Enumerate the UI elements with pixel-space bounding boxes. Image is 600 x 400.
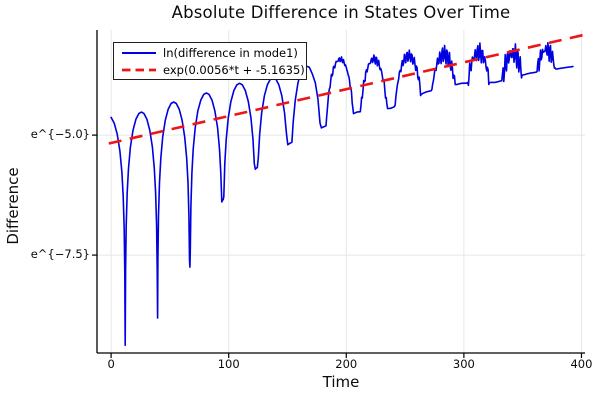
y-tick-label: e^{−7.5} bbox=[30, 247, 90, 262]
x-tick-label: 400 bbox=[570, 357, 593, 371]
difference-series-line bbox=[110, 41, 574, 347]
legend-entry-fit: exp(0.0056*t + -5.1635) bbox=[120, 61, 306, 78]
legend-line-sample-dashed-icon bbox=[122, 68, 156, 71]
legend: ln(difference in mode1) exp(0.0056*t + -… bbox=[113, 42, 307, 80]
legend-line-sample-solid-icon bbox=[122, 51, 156, 54]
x-axis-label: Time bbox=[322, 373, 360, 391]
x-tick-label: 0 bbox=[107, 357, 115, 371]
x-tick-label: 200 bbox=[335, 357, 358, 371]
legend-entry-difference: ln(difference in mode1) bbox=[120, 44, 306, 61]
x-tick-label: 300 bbox=[452, 357, 475, 371]
legend-label-difference: ln(difference in mode1) bbox=[163, 45, 298, 60]
y-tick-label: e^{−5.0} bbox=[30, 127, 90, 142]
fit-series-line bbox=[108, 33, 586, 145]
x-tick-label: 100 bbox=[217, 357, 240, 371]
legend-label-fit: exp(0.0056*t + -5.1635) bbox=[163, 62, 305, 77]
chart-title: Absolute Difference in States Over Time bbox=[171, 3, 511, 22]
